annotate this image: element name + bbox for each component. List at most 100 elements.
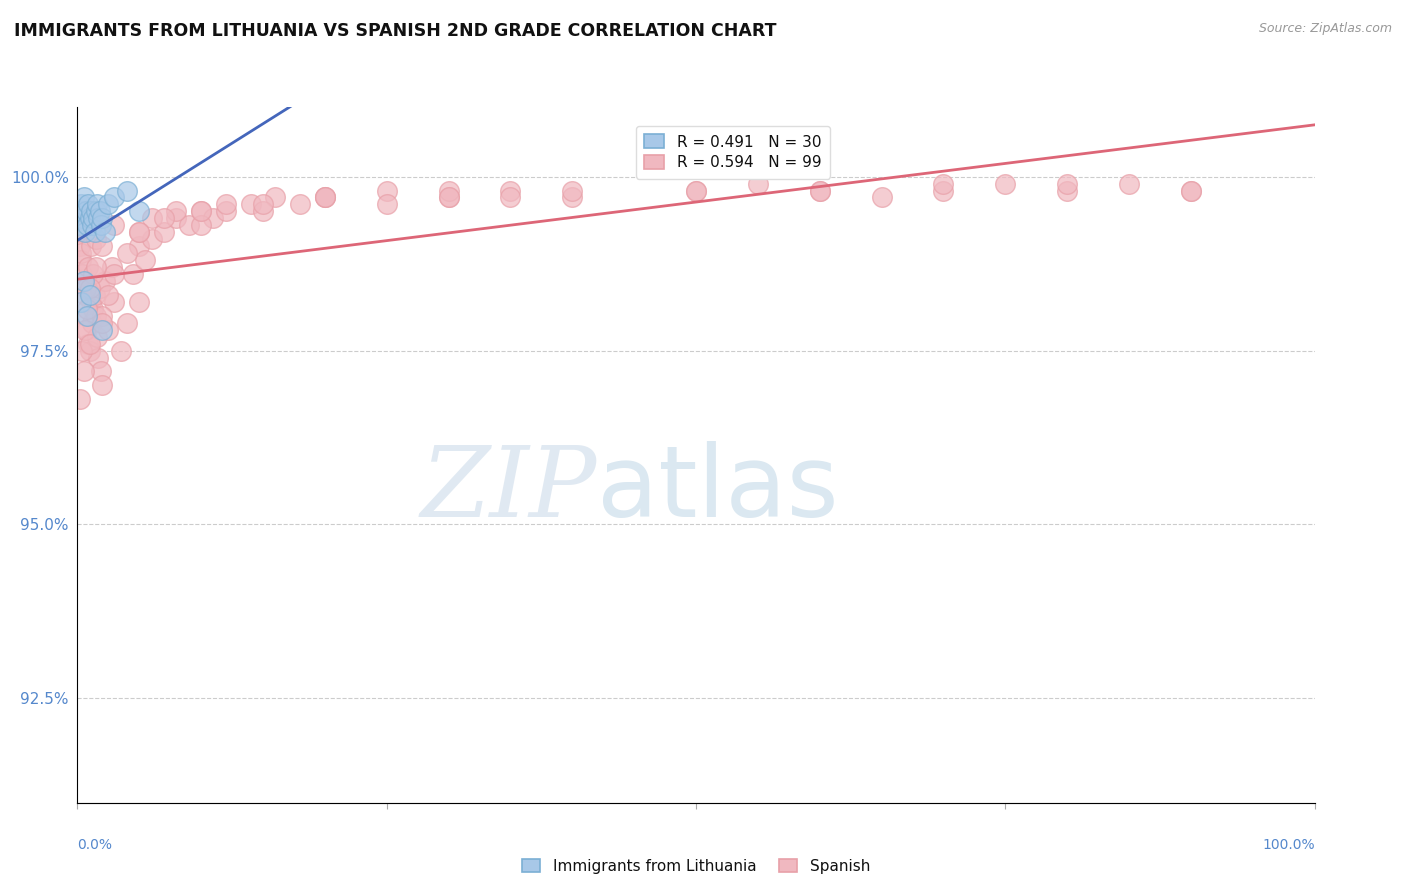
Point bbox=[561, 184, 583, 198]
Point bbox=[177, 219, 200, 233]
Point bbox=[115, 246, 138, 260]
Point bbox=[70, 246, 93, 260]
Point bbox=[747, 177, 769, 191]
Point bbox=[190, 219, 212, 233]
Point bbox=[70, 197, 93, 211]
Point bbox=[93, 274, 115, 288]
Text: 0.0%: 0.0% bbox=[77, 838, 112, 853]
Point bbox=[808, 184, 831, 198]
Point bbox=[87, 351, 110, 365]
Point bbox=[86, 197, 108, 211]
Point bbox=[67, 225, 90, 239]
Point bbox=[932, 177, 955, 191]
Point bbox=[82, 267, 104, 281]
Point bbox=[79, 343, 101, 358]
Point bbox=[97, 288, 120, 302]
Point bbox=[314, 190, 336, 204]
Point bbox=[165, 211, 187, 226]
Point bbox=[202, 211, 225, 226]
Point bbox=[314, 190, 336, 204]
Point bbox=[437, 184, 460, 198]
Point bbox=[190, 204, 212, 219]
Point bbox=[72, 211, 94, 226]
Point bbox=[141, 211, 163, 226]
Point bbox=[97, 197, 120, 211]
Point bbox=[93, 225, 115, 239]
Point bbox=[70, 294, 93, 309]
Point bbox=[69, 392, 91, 407]
Text: Source: ZipAtlas.com: Source: ZipAtlas.com bbox=[1258, 22, 1392, 36]
Point bbox=[84, 260, 107, 274]
Point bbox=[75, 309, 97, 323]
Point bbox=[264, 190, 287, 204]
Point bbox=[1180, 184, 1202, 198]
Point bbox=[75, 204, 97, 219]
Point bbox=[79, 211, 101, 226]
Point bbox=[90, 219, 112, 233]
Point bbox=[128, 294, 150, 309]
Point bbox=[80, 204, 103, 219]
Point bbox=[73, 323, 96, 337]
Point bbox=[128, 239, 150, 253]
Point bbox=[91, 309, 114, 323]
Point bbox=[122, 267, 145, 281]
Point bbox=[90, 364, 112, 378]
Point bbox=[115, 316, 138, 330]
Point bbox=[128, 225, 150, 239]
Point bbox=[932, 184, 955, 198]
Point bbox=[91, 378, 114, 392]
Point bbox=[375, 184, 398, 198]
Point bbox=[72, 267, 94, 281]
Point bbox=[190, 204, 212, 219]
Point bbox=[82, 301, 104, 316]
Point bbox=[1180, 184, 1202, 198]
Point bbox=[314, 190, 336, 204]
Point bbox=[994, 177, 1017, 191]
Point bbox=[91, 211, 114, 226]
Point bbox=[141, 232, 163, 246]
Point bbox=[870, 190, 893, 204]
Point bbox=[76, 323, 98, 337]
Text: 100.0%: 100.0% bbox=[1263, 838, 1315, 853]
Point bbox=[685, 184, 707, 198]
Point bbox=[134, 253, 156, 268]
Point bbox=[83, 225, 105, 239]
Point bbox=[115, 184, 138, 198]
Point bbox=[1056, 177, 1078, 191]
Point bbox=[84, 232, 107, 246]
Point bbox=[685, 184, 707, 198]
Point bbox=[215, 204, 238, 219]
Point bbox=[69, 239, 91, 253]
Point bbox=[215, 197, 238, 211]
Point bbox=[91, 239, 114, 253]
Point bbox=[67, 219, 90, 233]
Point bbox=[1118, 177, 1140, 191]
Point bbox=[91, 323, 114, 337]
Point bbox=[73, 288, 96, 302]
Point bbox=[76, 301, 98, 316]
Point bbox=[153, 225, 176, 239]
Point bbox=[72, 225, 94, 239]
Point bbox=[82, 211, 104, 226]
Point bbox=[165, 204, 187, 219]
Point bbox=[79, 336, 101, 351]
Point bbox=[128, 225, 150, 239]
Point bbox=[79, 288, 101, 302]
Point bbox=[437, 190, 460, 204]
Point bbox=[89, 204, 111, 219]
Point bbox=[76, 219, 98, 233]
Point bbox=[375, 197, 398, 211]
Point bbox=[70, 253, 93, 268]
Point bbox=[80, 239, 103, 253]
Point bbox=[72, 343, 94, 358]
Point bbox=[72, 274, 94, 288]
Point bbox=[1056, 184, 1078, 198]
Text: IMMIGRANTS FROM LITHUANIA VS SPANISH 2ND GRADE CORRELATION CHART: IMMIGRANTS FROM LITHUANIA VS SPANISH 2ND… bbox=[14, 22, 776, 40]
Legend: Immigrants from Lithuania, Spanish: Immigrants from Lithuania, Spanish bbox=[517, 855, 875, 879]
Point bbox=[103, 219, 125, 233]
Point bbox=[91, 316, 114, 330]
Point bbox=[808, 184, 831, 198]
Point bbox=[77, 260, 100, 274]
Point bbox=[80, 294, 103, 309]
Point bbox=[82, 219, 104, 233]
